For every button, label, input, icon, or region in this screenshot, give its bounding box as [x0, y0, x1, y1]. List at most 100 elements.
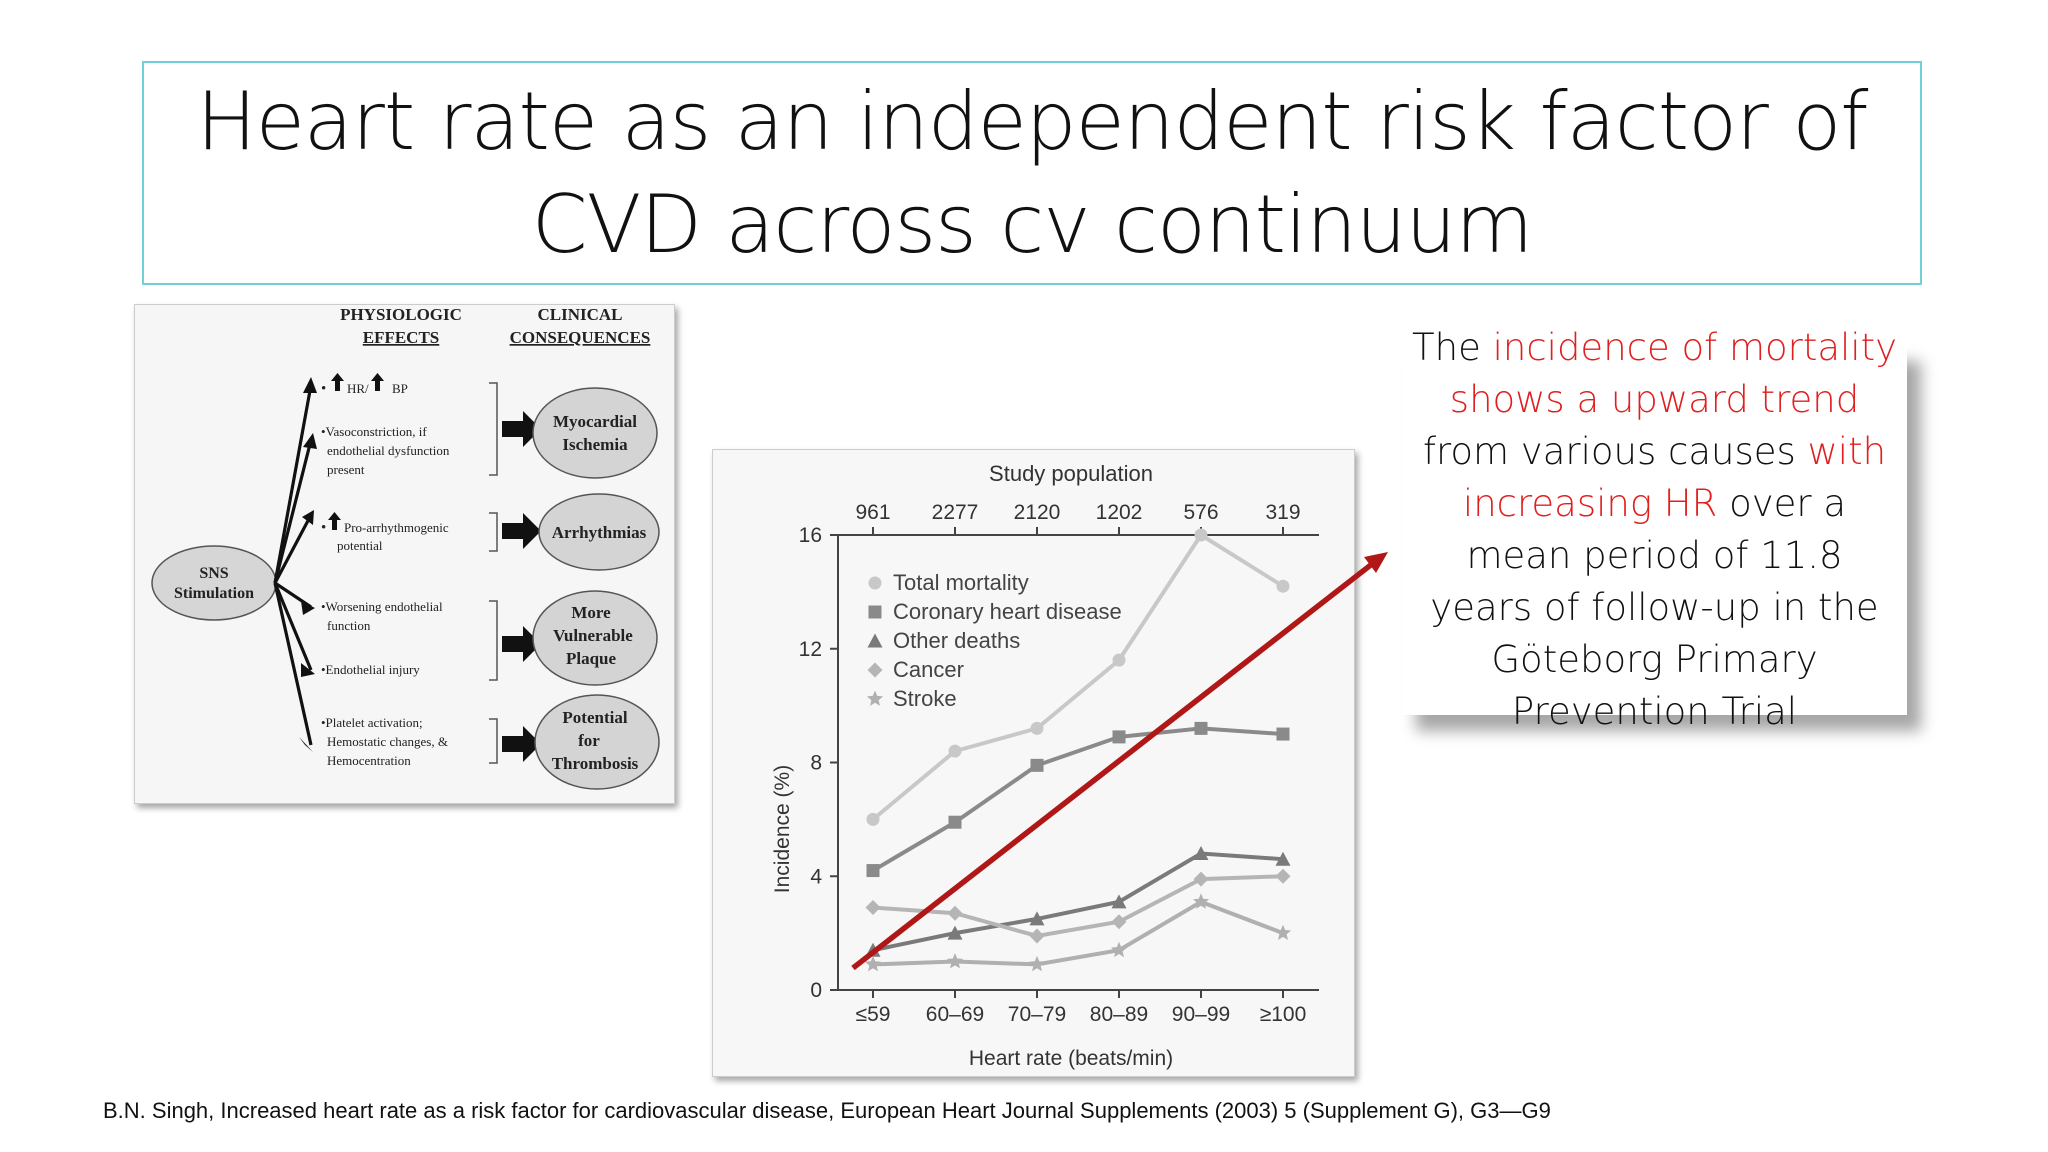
- callout-highlight-2: with increasing HR: [1462, 430, 1887, 525]
- legend-label-total-mortality: Total mortality: [893, 570, 1029, 595]
- series-line-cancer: [872, 874, 1284, 939]
- slide-title-box: Heart rate as an independent risk factor…: [142, 61, 1922, 285]
- consequence-vulnerable: Vulnerable: [553, 626, 633, 645]
- point-coronary-heart-disease: [948, 815, 962, 829]
- legend-label-coronary-heart-disease: Coronary heart disease: [893, 599, 1122, 624]
- point-cancer: [947, 905, 963, 921]
- point-total-mortality: [1030, 721, 1044, 735]
- point-other-deaths: [947, 925, 963, 940]
- callout-part-1: The: [1412, 326, 1493, 369]
- point-stroke: [1192, 893, 1210, 909]
- y-tick-label: 12: [799, 638, 822, 661]
- chart-legend: Total mortality Coronary heart disease Oth…: [866, 570, 1122, 711]
- chart-axes: 0 4 8 12 16 ≤59 961 60–69 2277 70–79 2120 80–89 1202…: [799, 501, 1319, 1026]
- block-arrows: [502, 411, 541, 762]
- y-tick-label: 0: [810, 979, 822, 1002]
- sns-diagram-figure: PHYSIOLOGIC EFFECTS CLINICAL CONSEQUENCE…: [134, 304, 675, 804]
- consequence-labels: Myocardial Ischemia Arrhythmias More Vul…: [552, 412, 647, 773]
- x-tick-label: 60–69: [926, 1003, 984, 1026]
- incidence-chart: Study population Incidence (%) Heart rat…: [771, 461, 1319, 1070]
- effect-hr-bp-a: HR/: [347, 381, 369, 396]
- top-tick-label: 961: [855, 501, 890, 524]
- effect-endothelial-injury: •Endothelial injury: [321, 662, 420, 677]
- point-total-mortality: [1276, 579, 1290, 593]
- effect-vasoconstriction-3: present: [327, 462, 365, 477]
- point-other-deaths: [1275, 851, 1291, 866]
- point-coronary-heart-disease: [1276, 727, 1290, 741]
- point-total-mortality: [1112, 653, 1126, 667]
- citation: B.N. Singh, Increased heart rate as a ri…: [103, 1098, 1551, 1123]
- legend-marker-total-mortality: [868, 576, 882, 590]
- trend-arrow-line: [851, 561, 1374, 971]
- point-stroke: [864, 955, 882, 972]
- effect-proarrhythmogenic-2: potential: [337, 538, 383, 553]
- consequence-for: for: [578, 731, 600, 750]
- header-clinical: CLINICAL: [537, 305, 622, 324]
- x-tick-label: 70–79: [1008, 1003, 1066, 1026]
- point-cancer: [1275, 868, 1291, 884]
- svg-text:•: •: [321, 520, 326, 536]
- consequence-myocardial: Myocardial: [553, 412, 637, 431]
- svg-text:•: •: [321, 381, 326, 397]
- point-cancer: [865, 900, 881, 916]
- series-line-coronary-heart-disease: [871, 726, 1284, 873]
- consequence-thrombosis: Thrombosis: [552, 754, 639, 773]
- effect-vasoconstriction-2: endothelial dysfunction: [327, 443, 450, 458]
- header-physiologic: PHYSIOLOGIC: [340, 305, 462, 324]
- y-tick-label: 4: [810, 865, 822, 888]
- point-stroke: [1110, 941, 1128, 958]
- effect-endothelial-function-2: function: [327, 618, 371, 633]
- point-total-mortality: [1194, 528, 1208, 542]
- point-other-deaths: [1193, 846, 1209, 860]
- legend-label-cancer: Cancer: [893, 657, 964, 682]
- x-axis-label: Heart rate (beats/min): [969, 1047, 1173, 1070]
- point-cancer: [1193, 871, 1209, 887]
- sns-label-line1: SNS: [199, 565, 228, 582]
- series-line-other-deaths: [872, 851, 1284, 953]
- y-tick-label: 8: [810, 752, 822, 775]
- callout-text: The incidence of mortality shows a upwar…: [1410, 322, 1899, 738]
- effect-hr-bp-b: BP: [392, 381, 408, 396]
- consequence-ischemia: Ischemia: [562, 435, 628, 454]
- brackets: [489, 382, 498, 764]
- consequence-arrhythmias: Arrhythmias: [552, 523, 647, 542]
- legend-marker-cancer: [867, 662, 883, 678]
- y-tick-label: 16: [799, 524, 822, 547]
- callout-highlight-1: incidence of mortality shows a upward tr…: [1449, 326, 1897, 421]
- point-stroke: [1028, 955, 1046, 972]
- effect-proarrhythmogenic-1: Pro-arrhythmogenic: [344, 520, 449, 535]
- point-other-deaths: [1029, 911, 1045, 926]
- effects-text: • HR/ BP •Vasoconstriction, if endotheli…: [321, 373, 450, 768]
- effect-vasoconstriction-1: •Vasoconstriction, if: [321, 424, 427, 439]
- fan-arrows: [273, 384, 313, 746]
- effect-platelet-3: Hemocentration: [327, 753, 411, 768]
- point-total-mortality: [948, 744, 962, 758]
- consequence-ellipses: [532, 387, 660, 790]
- consequence-potential: Potential: [562, 708, 627, 727]
- top-tick-label: 319: [1265, 501, 1300, 524]
- point-stroke: [1274, 924, 1292, 940]
- top-tick-label: 1202: [1096, 501, 1143, 524]
- slide-title-line2: CVD across cv continuum: [531, 178, 1534, 271]
- y-axis-label: Incidence (%): [771, 765, 794, 893]
- top-tick-label: 2120: [1014, 501, 1061, 524]
- consequence-plaque: Plaque: [566, 649, 617, 668]
- effect-platelet-1: •Platelet activation;: [321, 715, 423, 730]
- top-tick-label: 576: [1183, 501, 1218, 524]
- effect-endothelial-function-1: •Worsening endothelial: [321, 599, 443, 614]
- point-cancer: [1029, 928, 1045, 944]
- point-other-deaths: [1111, 894, 1127, 909]
- chart-series: [864, 528, 1292, 972]
- header-effects: EFFECTS: [363, 328, 440, 347]
- trend-arrow-head: [1364, 552, 1388, 573]
- point-coronary-heart-disease: [1194, 721, 1208, 735]
- point-stroke: [946, 953, 964, 969]
- sns-diagram: PHYSIOLOGIC EFFECTS CLINICAL CONSEQUENCE…: [151, 305, 660, 790]
- series-line-total-mortality: [871, 532, 1285, 821]
- x-tick-label: 80–89: [1090, 1003, 1148, 1026]
- effect-platelet-2: Hemostatic changes, &: [327, 734, 448, 749]
- x-tick-label: ≤59: [856, 1003, 891, 1026]
- legend-marker-other-deaths: [867, 633, 883, 648]
- slide-title-line1: Heart rate as an independent risk factor…: [196, 75, 1869, 168]
- fan-arrowheads: [299, 377, 317, 752]
